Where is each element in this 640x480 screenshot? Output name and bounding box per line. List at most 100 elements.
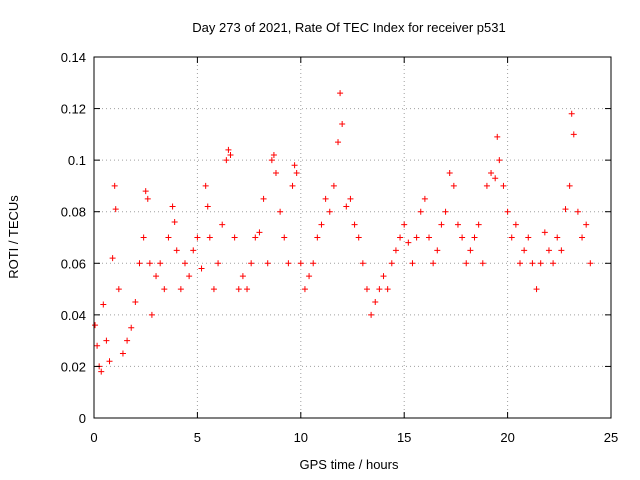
data-point xyxy=(177,286,184,293)
data-point xyxy=(330,182,337,189)
data-point xyxy=(198,265,205,272)
data-point xyxy=(322,195,329,202)
data-point xyxy=(239,273,246,280)
data-point xyxy=(119,350,126,357)
x-tick-label: 10 xyxy=(294,430,308,445)
data-point xyxy=(337,90,344,97)
data-point xyxy=(111,182,118,189)
data-point xyxy=(204,203,211,210)
data-point xyxy=(124,337,131,344)
data-point xyxy=(128,324,135,331)
data-point xyxy=(235,286,242,293)
data-point xyxy=(270,151,277,158)
data-point xyxy=(570,131,577,138)
data-point xyxy=(289,182,296,189)
data-point xyxy=(483,182,490,189)
data-point xyxy=(293,170,300,177)
data-point xyxy=(392,247,399,254)
y-tick-label: 0.06 xyxy=(61,256,86,271)
x-tick-label: 0 xyxy=(90,430,97,445)
data-point xyxy=(479,260,486,267)
data-point xyxy=(574,208,581,215)
data-point xyxy=(537,260,544,267)
data-point xyxy=(566,182,573,189)
data-point xyxy=(442,208,449,215)
data-point xyxy=(413,234,420,241)
data-point xyxy=(144,195,151,202)
data-point xyxy=(409,260,416,267)
data-point xyxy=(430,260,437,267)
data-point xyxy=(355,234,362,241)
data-point xyxy=(318,221,325,228)
data-point xyxy=(494,133,501,140)
data-point xyxy=(215,260,222,267)
data-point xyxy=(268,157,275,164)
data-point xyxy=(272,170,279,177)
y-tick-label: 0.02 xyxy=(61,359,86,374)
data-point xyxy=(550,260,557,267)
data-point xyxy=(368,311,375,318)
data-point xyxy=(554,234,561,241)
data-point xyxy=(227,151,234,158)
data-point xyxy=(210,286,217,293)
data-point xyxy=(223,157,230,164)
y-tick-label: 0.08 xyxy=(61,205,86,220)
data-point xyxy=(244,286,251,293)
grid-lines xyxy=(94,57,611,418)
x-axis-label: GPS time / hours xyxy=(300,457,399,472)
x-tick-label: 5 xyxy=(194,430,201,445)
data-point xyxy=(148,311,155,318)
data-point xyxy=(326,208,333,215)
data-point xyxy=(231,234,238,241)
data-point xyxy=(363,286,370,293)
data-point xyxy=(541,229,548,236)
x-ticks: 0 5 10 15 20 25 xyxy=(90,57,618,445)
data-point xyxy=(194,234,201,241)
data-point xyxy=(558,247,565,254)
y-tick-label: 0.14 xyxy=(61,50,86,65)
data-point xyxy=(450,182,457,189)
data-point xyxy=(153,273,160,280)
data-point xyxy=(112,206,119,213)
data-point xyxy=(405,239,412,246)
data-point xyxy=(103,337,110,344)
data-point xyxy=(343,203,350,210)
chart-title: Day 273 of 2021, Rate Of TEC Index for r… xyxy=(192,20,505,35)
data-points xyxy=(92,90,594,375)
data-point xyxy=(306,273,313,280)
data-point xyxy=(169,203,176,210)
data-point xyxy=(372,298,379,305)
data-point xyxy=(100,301,107,308)
data-point xyxy=(376,286,383,293)
data-point xyxy=(347,195,354,202)
data-point xyxy=(545,247,552,254)
data-point xyxy=(512,221,519,228)
data-point xyxy=(517,260,524,267)
data-point xyxy=(488,170,495,177)
x-tick-label: 15 xyxy=(397,430,411,445)
data-point xyxy=(94,342,101,349)
data-point xyxy=(136,260,143,267)
data-point xyxy=(529,260,536,267)
data-point xyxy=(421,195,428,202)
data-point xyxy=(339,121,346,128)
data-point xyxy=(504,208,511,215)
data-point xyxy=(335,139,342,146)
y-axis-label: ROTI / TECUs xyxy=(6,195,21,279)
data-point xyxy=(248,260,255,267)
data-point xyxy=(401,221,408,228)
data-point xyxy=(359,260,366,267)
axes xyxy=(93,56,612,419)
y-tick-label: 0.1 xyxy=(68,153,86,168)
data-point xyxy=(252,234,259,241)
data-point xyxy=(190,247,197,254)
data-point xyxy=(206,234,213,241)
data-point xyxy=(171,219,178,226)
data-point xyxy=(297,260,304,267)
data-point xyxy=(109,255,116,262)
data-point xyxy=(132,298,139,305)
data-point xyxy=(471,234,478,241)
data-point xyxy=(219,221,226,228)
data-point xyxy=(380,273,387,280)
data-point xyxy=(115,286,122,293)
